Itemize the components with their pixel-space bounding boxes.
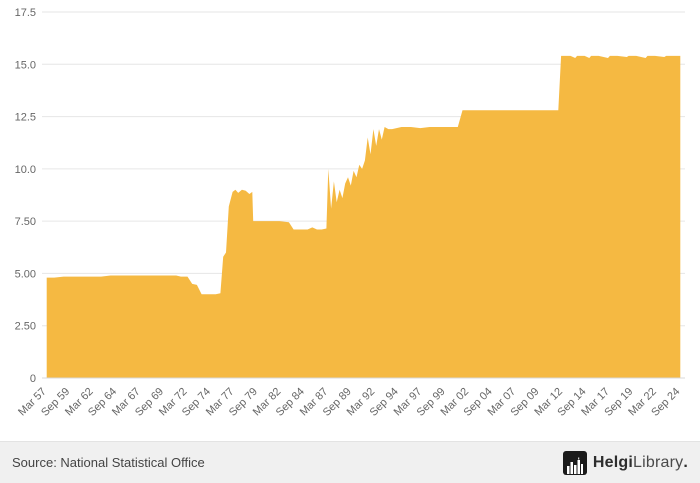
svg-text:5.00: 5.00 — [15, 268, 36, 280]
svg-text:10.0: 10.0 — [15, 164, 36, 176]
helgilibrary-logo[interactable]: HelgiLibrary. — [562, 450, 688, 475]
svg-text:15.0: 15.0 — [15, 59, 36, 71]
svg-text:0: 0 — [30, 373, 36, 385]
svg-text:12.5: 12.5 — [15, 112, 36, 124]
helgilibrary-logo-text: HelgiLibrary. — [593, 454, 688, 472]
source-text: Source: National Statistical Office — [12, 455, 205, 470]
chart-canvas: 0 2.50 5.00 7.50 10.0 12.5 15.0 17.5 Mar 57 Sep 5… — [14, 7, 685, 419]
svg-text:7.50: 7.50 — [15, 216, 36, 228]
helgilibrary-logo-icon — [562, 450, 587, 475]
logo-word-library: Library — [633, 453, 684, 471]
svg-text:17.5: 17.5 — [15, 7, 36, 19]
footer-bar: Source: National Statistical Office Helg… — [0, 441, 700, 483]
svg-text:2.50: 2.50 — [15, 321, 36, 333]
logo-word-helgi: Helgi — [592, 453, 634, 471]
logo-period: . — [683, 453, 688, 471]
